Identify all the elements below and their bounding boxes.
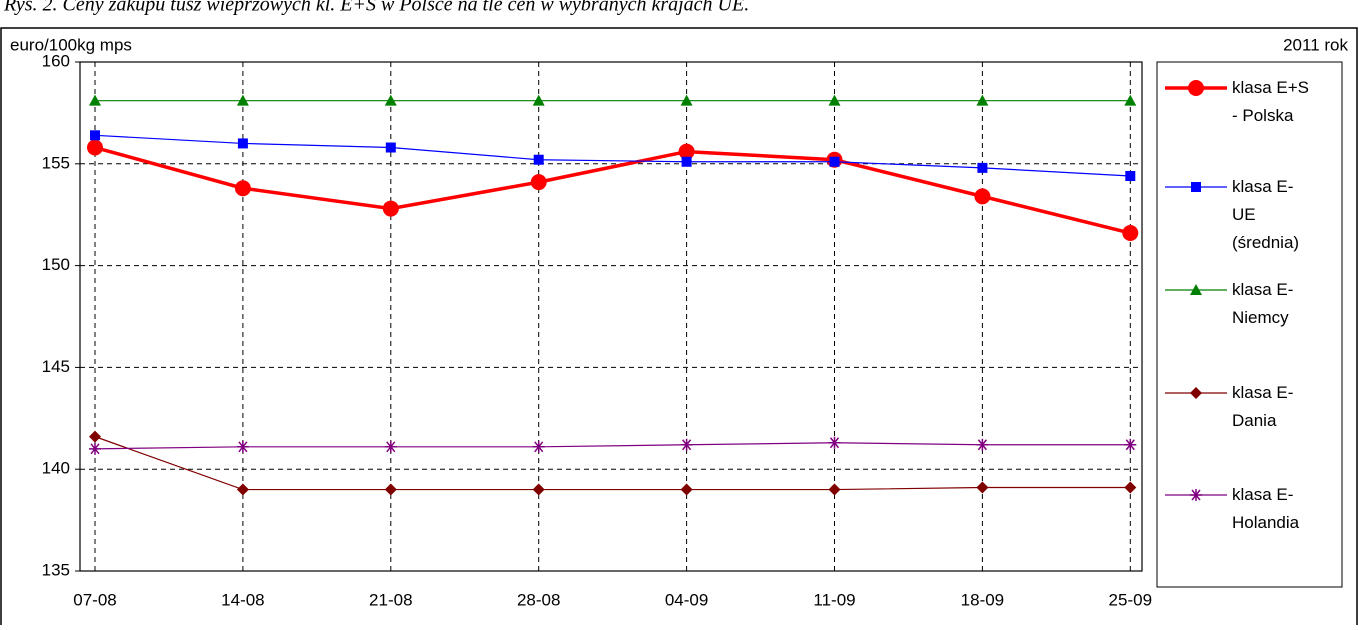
x-tick-label: 07-08	[73, 590, 116, 609]
legend-label: klasa E- Dania	[1232, 383, 1294, 430]
point	[384, 483, 397, 496]
y-tick-label: 140	[42, 459, 70, 478]
chart-title: Rys. 2. Ceny zakupu tusz wieprzowych kl.…	[3, 0, 749, 16]
point	[530, 174, 547, 191]
legend-marker	[1191, 182, 1201, 192]
y-tick-label: 160	[42, 51, 70, 70]
point	[532, 94, 545, 106]
point	[1124, 438, 1137, 451]
point	[828, 483, 841, 496]
point	[974, 188, 991, 205]
y-tick-label: 155	[42, 153, 70, 172]
point	[384, 94, 397, 106]
point	[680, 483, 693, 496]
point	[1125, 171, 1136, 182]
point	[89, 442, 101, 455]
point	[828, 436, 841, 449]
x-tick-label: 25-09	[1109, 590, 1152, 609]
point	[976, 94, 989, 106]
point	[89, 430, 101, 443]
point	[90, 130, 100, 141]
point	[237, 138, 248, 149]
legend-marker	[1190, 489, 1202, 501]
point	[680, 94, 693, 106]
x-tick-label: 11-09	[813, 590, 855, 609]
point	[1124, 481, 1137, 494]
y-tick-label: 135	[42, 560, 70, 579]
series-line	[94, 134, 1131, 177]
point	[1124, 94, 1137, 106]
point	[678, 143, 695, 160]
y-tick-label: 150	[42, 255, 70, 274]
x-tick-label: 04-09	[665, 590, 708, 609]
point	[384, 440, 397, 453]
point	[976, 481, 989, 494]
x-tick-label: 21-08	[369, 590, 412, 609]
series-line	[94, 145, 1131, 235]
point	[533, 154, 544, 165]
legend-marker	[1190, 387, 1202, 399]
point	[236, 94, 249, 106]
y-tick-label: 145	[42, 357, 70, 376]
point	[236, 440, 249, 453]
x-tick-label: 18-09	[961, 590, 1004, 609]
chart-frame	[0, 27, 1358, 629]
legend-marker	[1190, 284, 1202, 295]
point	[977, 162, 988, 173]
plot-frame	[79, 61, 1143, 572]
x-tick-label: 14-08	[221, 590, 264, 609]
legend-label: klasa E- UE (średnia)	[1232, 177, 1300, 252]
legend-frame	[1156, 61, 1343, 588]
series-line	[94, 442, 1131, 450]
point	[828, 94, 841, 106]
point	[976, 438, 989, 451]
y-axis-label: euro/100kg mps	[10, 35, 132, 54]
point	[385, 142, 396, 153]
point	[829, 156, 840, 167]
legend-marker	[1188, 80, 1204, 96]
point	[680, 438, 693, 451]
point	[382, 200, 399, 217]
point	[89, 94, 101, 106]
legend-label: klasa E+S - Polska	[1232, 78, 1310, 125]
point	[87, 139, 103, 156]
legend-label: klasa E- Holandia	[1232, 485, 1300, 532]
annotation: 2011 rok	[1283, 35, 1348, 54]
point	[532, 483, 545, 496]
series-line	[94, 436, 1131, 491]
point	[681, 156, 692, 167]
point	[532, 440, 545, 453]
point	[234, 180, 251, 197]
point	[1122, 225, 1139, 242]
point	[236, 483, 249, 496]
legend-label: klasa E- Niemcy	[1232, 280, 1294, 327]
x-tick-label: 28-08	[517, 590, 560, 609]
